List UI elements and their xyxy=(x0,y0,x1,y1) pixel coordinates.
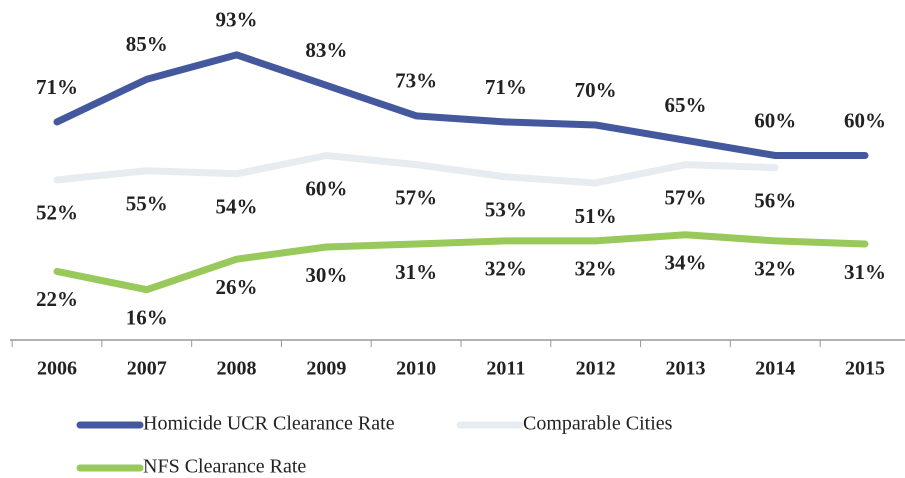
data-label: 83% xyxy=(305,38,347,62)
x-tick-label: 2015 xyxy=(845,358,885,380)
data-label: 60% xyxy=(844,108,886,132)
series-line xyxy=(53,231,869,294)
x-tick-label: 2006 xyxy=(37,358,77,380)
data-label: 54% xyxy=(216,195,258,219)
data-label: 53% xyxy=(485,198,527,222)
series-line xyxy=(53,152,779,187)
x-tick-label: 2012 xyxy=(576,358,616,380)
data-label: 31% xyxy=(844,260,886,284)
x-tick-label: 2013 xyxy=(665,358,705,380)
x-tick-label: 2007 xyxy=(127,358,167,380)
data-label: 65% xyxy=(664,93,706,117)
data-label: 31% xyxy=(395,260,437,284)
x-tick-label: 2011 xyxy=(486,358,525,380)
data-label: 22% xyxy=(36,287,78,311)
series-line xyxy=(53,51,869,159)
data-label: 57% xyxy=(395,185,437,209)
data-label: 30% xyxy=(305,263,347,287)
x-tick-label: 2014 xyxy=(755,358,795,380)
data-label: 71% xyxy=(485,75,527,99)
data-label: 32% xyxy=(575,257,617,281)
data-label: 26% xyxy=(216,275,258,299)
legend-label: Homicide UCR Clearance Rate xyxy=(143,413,395,435)
data-label: 93% xyxy=(216,8,258,32)
data-label: 32% xyxy=(754,257,796,281)
data-label: 73% xyxy=(395,69,437,93)
data-label: 16% xyxy=(126,306,168,330)
data-label: 57% xyxy=(664,185,706,209)
x-tick-label: 2010 xyxy=(396,358,436,380)
data-label: 56% xyxy=(754,189,796,213)
data-label: 52% xyxy=(36,201,78,225)
legend-label: NFS Clearance Rate xyxy=(143,456,306,478)
x-tick-label: 2008 xyxy=(217,358,257,380)
data-label: 60% xyxy=(305,176,347,200)
data-label: 85% xyxy=(126,32,168,56)
data-label: 34% xyxy=(664,251,706,275)
data-label: 70% xyxy=(575,78,617,102)
legend-label: Comparable Cities xyxy=(523,413,673,435)
data-label: 71% xyxy=(36,75,78,99)
data-label: 51% xyxy=(575,204,617,228)
data-label: 55% xyxy=(126,192,168,216)
x-tick-label: 2009 xyxy=(306,358,346,380)
data-label: 32% xyxy=(485,257,527,281)
data-label: 60% xyxy=(754,108,796,132)
